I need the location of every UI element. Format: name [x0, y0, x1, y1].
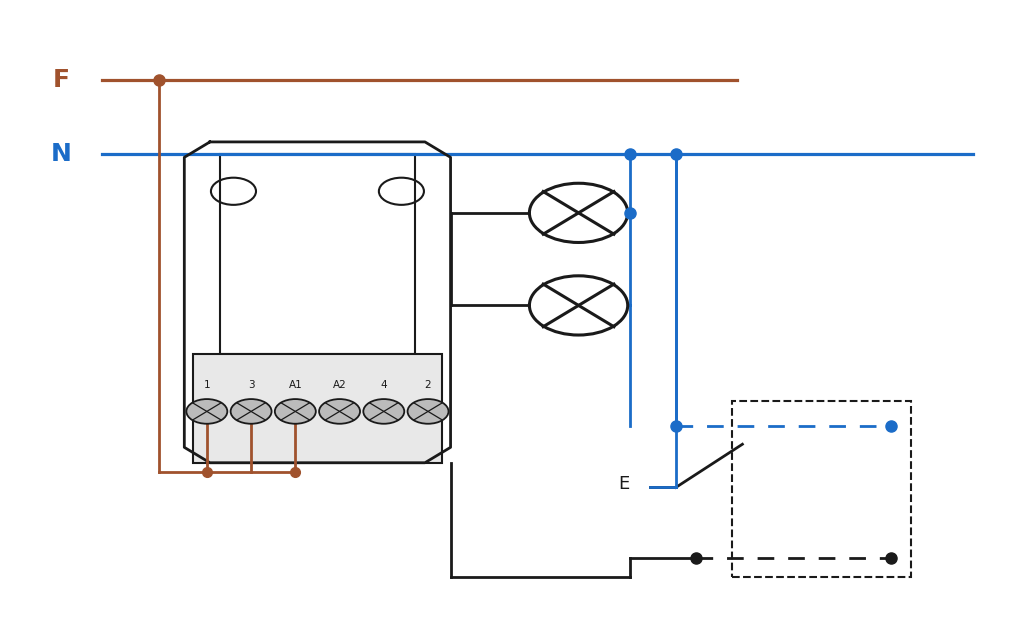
FancyBboxPatch shape [220, 154, 415, 354]
Text: 3: 3 [248, 380, 254, 390]
Text: A2: A2 [333, 380, 346, 390]
Circle shape [186, 399, 227, 424]
Text: E: E [618, 475, 630, 494]
Text: F: F [53, 68, 70, 92]
Text: A1: A1 [289, 380, 302, 390]
Text: 1: 1 [204, 380, 210, 390]
FancyBboxPatch shape [193, 354, 442, 463]
Circle shape [364, 399, 404, 424]
Text: 2: 2 [425, 380, 431, 390]
Text: 4: 4 [381, 380, 387, 390]
Circle shape [319, 399, 360, 424]
Circle shape [274, 399, 315, 424]
Text: N: N [51, 143, 72, 166]
Circle shape [408, 399, 449, 424]
Circle shape [230, 399, 271, 424]
